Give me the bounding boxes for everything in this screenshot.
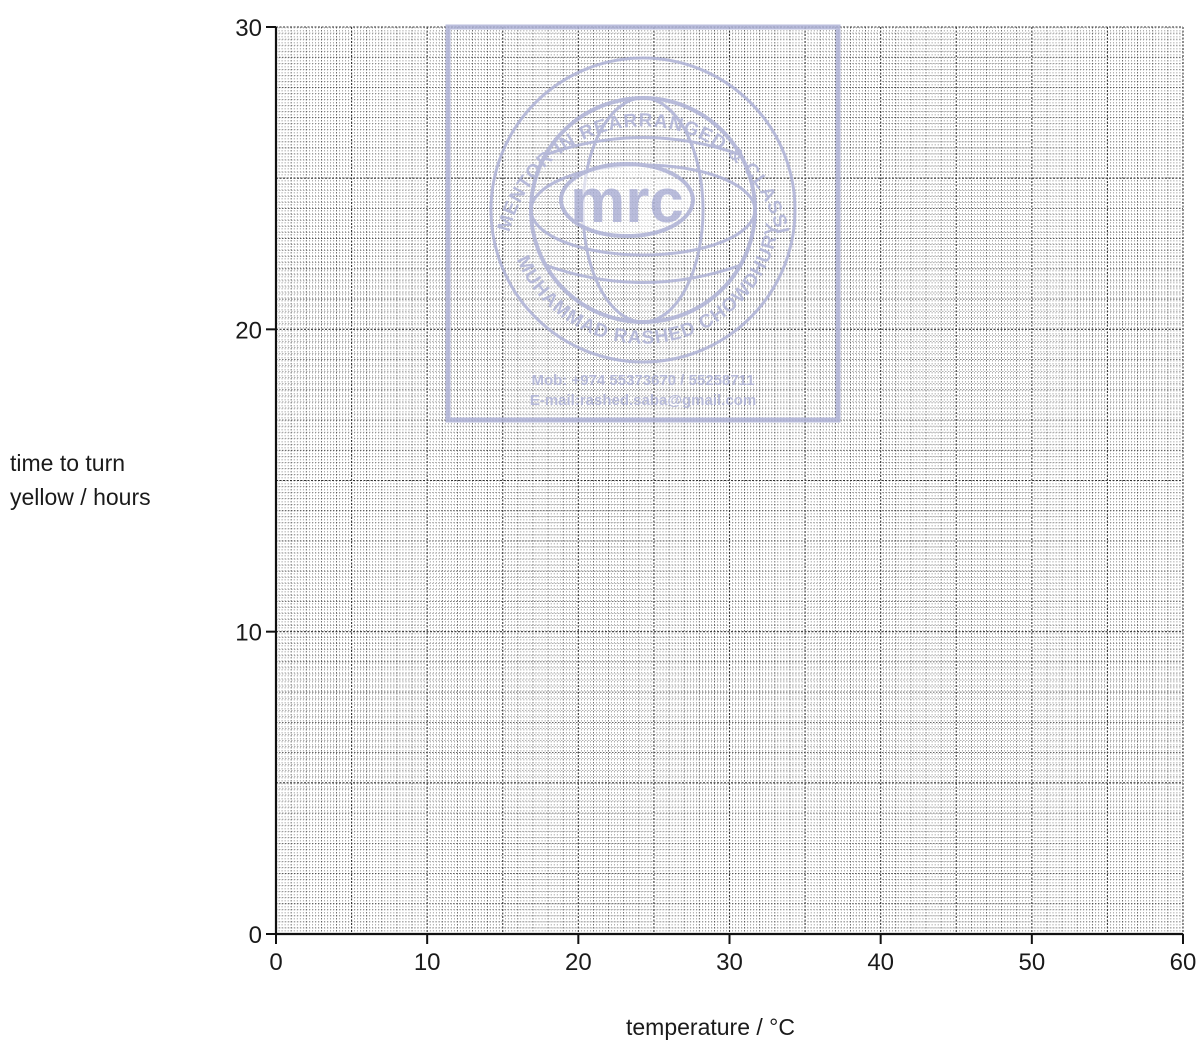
y-tick-label: 10 [235,620,262,647]
x-tick-label: 10 [414,949,441,976]
y-tick-label: 0 [249,922,262,949]
x-tick-label: 30 [716,949,743,976]
x-tick-label: 0 [269,949,282,976]
y-axis-label: time to turn yellow / hours [10,446,151,514]
x-tick-label: 50 [1018,949,1045,976]
y-tick-label: 20 [235,317,262,344]
x-tick-label: 60 [1170,949,1197,976]
y-tick-label: 30 [235,15,262,42]
svg-text:Mob: +974 55373670 / 55258711: Mob: +974 55373670 / 55258711 [531,372,754,389]
x-tick-label: 40 [867,949,894,976]
y-axis-label-line-2: yellow / hours [10,484,151,510]
chart-tick-labels: 0 10 20 30 40 50 60 0 10 20 30 [235,15,1196,976]
x-tick-label: 20 [565,949,592,976]
watermark-logo-text: mrc [570,167,684,236]
chart-grid [275,26,1184,935]
x-axis-label: temperature / °C [626,1014,795,1040]
y-axis-label-line-1: time to turn [10,450,126,476]
svg-text:E-mail:rashed.saba@gmail.com: E-mail:rashed.saba@gmail.com [530,392,756,409]
watermark-stamp: mrc MENTOR IN REARRANGED & CLASSIFIED MU… [0,0,841,423]
chart-axes [266,26,1184,944]
